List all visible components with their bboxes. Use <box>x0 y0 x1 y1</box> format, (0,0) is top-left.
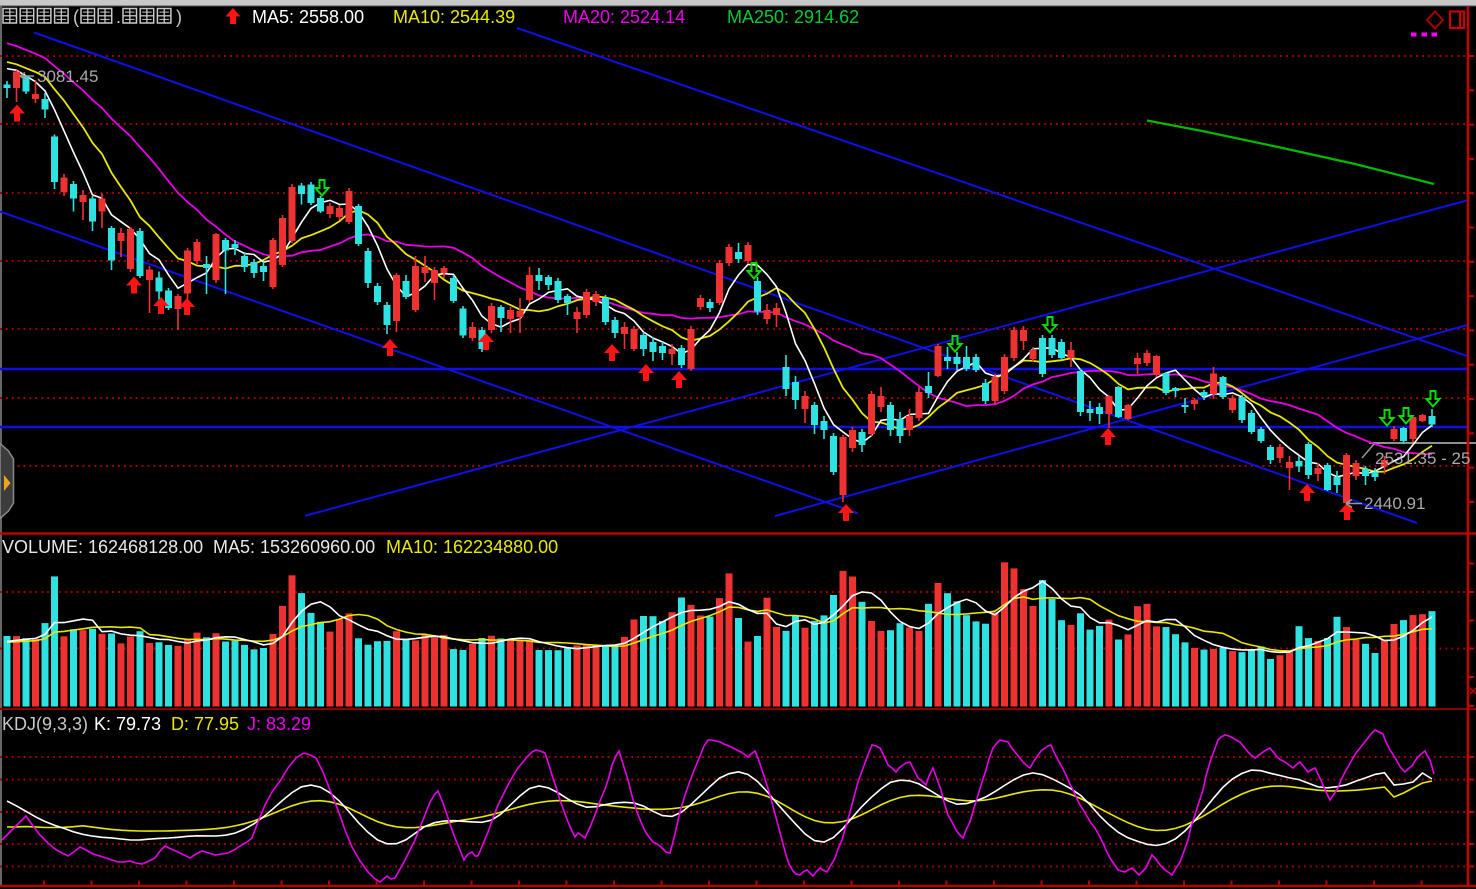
svg-text:J: 83.29: J: 83.29 <box>247 714 311 734</box>
svg-text:MA10: 162234880.00: MA10: 162234880.00 <box>386 537 558 557</box>
svg-text:VOLUME: 162468128.00: VOLUME: 162468128.00 <box>2 537 203 557</box>
svg-text:2531.35 - 25: 2531.35 - 25 <box>1375 449 1470 468</box>
svg-text:3081.45: 3081.45 <box>37 67 98 86</box>
svg-text:MA20: 2524.14: MA20: 2524.14 <box>563 7 685 27</box>
svg-text:): ) <box>176 7 182 27</box>
svg-text:MA10: 2544.39: MA10: 2544.39 <box>393 7 515 27</box>
svg-text:K: 79.73: K: 79.73 <box>94 714 161 734</box>
svg-text:(: ( <box>73 7 79 27</box>
svg-text:2440.91: 2440.91 <box>1364 494 1425 513</box>
svg-text:MA5: 2558.00: MA5: 2558.00 <box>252 7 364 27</box>
svg-text:.: . <box>116 7 121 27</box>
svg-text:KDJ(9,3,3): KDJ(9,3,3) <box>2 714 88 734</box>
svg-text:MA250: 2914.62: MA250: 2914.62 <box>727 7 859 27</box>
svg-text:MA5: 153260960.00: MA5: 153260960.00 <box>213 537 375 557</box>
svg-text:D: 77.95: D: 77.95 <box>171 714 239 734</box>
